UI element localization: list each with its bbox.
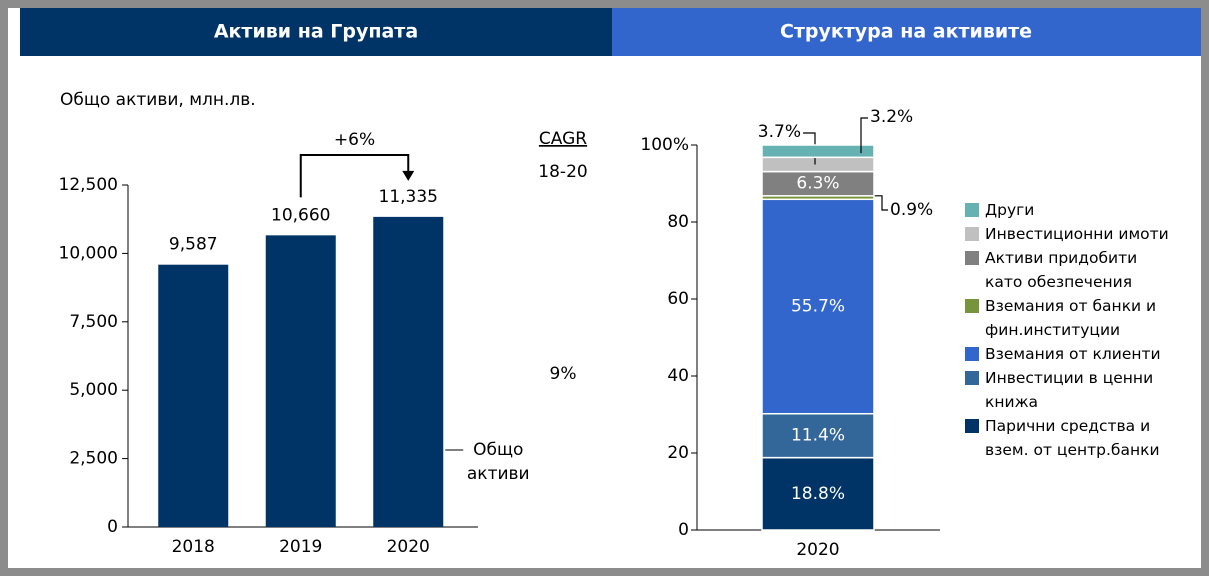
- value-label: 11.4%: [791, 426, 845, 446]
- x-tick-label: 2019: [279, 537, 322, 557]
- leader-line: [874, 195, 888, 211]
- legend-item: Инвестиционни имоти: [962, 222, 1177, 246]
- legend-label: Други: [985, 201, 1035, 219]
- bar: [373, 216, 444, 528]
- legend-item: Инвестиции в ценни книжа: [962, 366, 1177, 414]
- y-tick-label: 2,500: [69, 449, 118, 469]
- bar-segment: [761, 412, 875, 459]
- legend-label: Активи придобити като обезпечения: [985, 249, 1138, 291]
- value-label: 9,587: [169, 235, 218, 255]
- value-label: 3.2%: [870, 107, 913, 127]
- legend-swatch: [965, 347, 979, 361]
- bar: [265, 235, 336, 527]
- y-tick-label: 80: [667, 212, 689, 232]
- x-tick-label: 2020: [796, 540, 839, 560]
- value-label: 18.8%: [791, 484, 845, 504]
- series-label: Общо активи: [466, 440, 530, 484]
- x-tick-label: 2020: [387, 537, 430, 557]
- value-label: 10,660: [271, 205, 330, 225]
- legend-swatch: [965, 299, 979, 313]
- bar-segment: [761, 198, 875, 415]
- bar-segment: [761, 144, 875, 159]
- cagr-label: CAGR: [539, 129, 587, 149]
- legend-label: Парични средства и взем. от центр.банки: [985, 417, 1160, 459]
- right-header: [612, 8, 1201, 56]
- legend-label: Вземания от клиенти: [985, 345, 1161, 363]
- legend-swatch: [965, 371, 979, 385]
- cagr-value: 9%: [550, 364, 577, 384]
- y-tick-label: 5,000: [69, 380, 118, 400]
- leader-line: [860, 117, 868, 154]
- y-tick-label: 0: [678, 520, 689, 540]
- legend-label: Инвестиции в ценни книжа: [985, 369, 1154, 411]
- bar-segment: [761, 156, 875, 173]
- bar: [158, 264, 229, 527]
- growth-label: +6%: [334, 130, 375, 150]
- left-header: [20, 8, 612, 56]
- legend: Други Инвестиционни имоти Активи придобити…: [962, 198, 1177, 462]
- legend-box: Други Инвестиционни имоти Активи придобити…: [962, 198, 1177, 462]
- growth-bracket: [299, 154, 410, 198]
- legend-swatch: [965, 251, 979, 265]
- legend-swatch: [965, 419, 979, 433]
- legend-label: Инвестиционни имоти: [985, 225, 1169, 243]
- legend-swatch: [965, 227, 979, 241]
- legend-item: Вземания от банки и фин.институции: [962, 294, 1177, 342]
- value-label: 11,335: [379, 187, 438, 207]
- x-tick-label: 2018: [172, 537, 215, 557]
- legend-swatch: [965, 203, 979, 217]
- legend-item: Активи придобити като обезпечения: [962, 246, 1177, 294]
- value-label: 6.3%: [796, 174, 839, 194]
- chart-title: Структура на активите: [780, 21, 1032, 43]
- value-label: 3.7%: [758, 122, 801, 142]
- series-label-box: Общо активи: [466, 440, 530, 484]
- y-tick-label: 40: [667, 366, 689, 386]
- legend-item: Вземания от клиенти: [962, 342, 1177, 366]
- legend-label: Вземания от банки и фин.институции: [985, 297, 1157, 339]
- cagr-period: 18-20: [538, 162, 587, 182]
- legend-item: Парични средства и взем. от центр.банки: [962, 414, 1177, 462]
- growth-arrow: [402, 170, 415, 181]
- y-tick-label: 20: [667, 443, 689, 463]
- y-tick-label: 0: [107, 517, 118, 537]
- value-label: 55.7%: [791, 297, 845, 317]
- value-label: 0.9%: [890, 200, 933, 220]
- y-tick-label: 100%: [640, 135, 689, 155]
- legend-item: Други: [962, 198, 1177, 222]
- chart-title: Активи на Групата: [214, 21, 418, 43]
- y-tick-label: 10,000: [59, 243, 118, 263]
- y-tick-label: 60: [667, 289, 689, 309]
- y-tick-label: 7,500: [69, 312, 118, 332]
- bar-segment: [761, 456, 875, 531]
- subtitle: Общо активи, млн.лв.: [60, 90, 256, 110]
- y-tick-label: 12,500: [59, 175, 118, 195]
